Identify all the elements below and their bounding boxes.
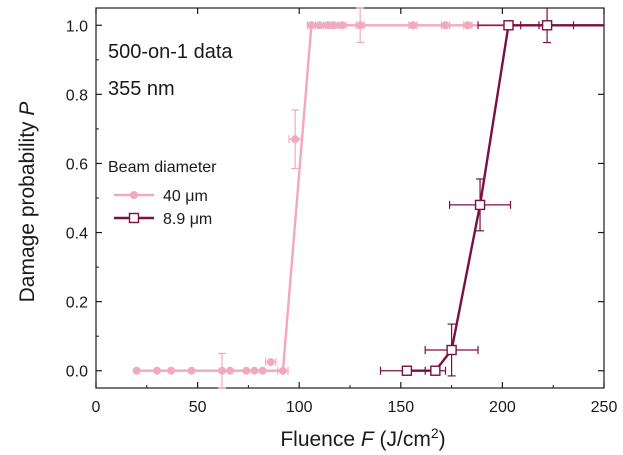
data-point <box>446 344 457 356</box>
x-tick-label: 50 <box>189 399 207 416</box>
data-point <box>408 21 417 30</box>
data-point <box>128 212 140 224</box>
y-axis-title: Damage probability P <box>16 102 39 303</box>
data-point <box>337 21 346 30</box>
data-point <box>463 21 472 30</box>
y-axis-title-symbol: P <box>16 102 39 116</box>
y-tick-label: 0.0 <box>66 364 88 381</box>
x-axis-title: Fluence F (J/cm2) <box>280 425 445 451</box>
data-point <box>152 366 161 375</box>
data-point <box>291 135 300 144</box>
legend: Beam diameter 40 μm 8.9 μm <box>108 159 217 228</box>
data-point <box>430 365 441 376</box>
legend-label: 8.9 μm <box>163 211 212 228</box>
series-line <box>406 24 604 372</box>
x-tick-label: 200 <box>489 399 516 416</box>
data-point <box>226 366 235 375</box>
data-point <box>441 21 450 30</box>
series-0 <box>132 7 604 389</box>
data-point <box>356 21 365 30</box>
annotation-wavelength: 355 nm <box>108 78 175 100</box>
x-axis-title-symbol: F <box>361 428 375 451</box>
legend-entries: 40 μm 8.9 μm <box>114 188 212 228</box>
data-point <box>329 21 338 30</box>
series-line <box>136 24 604 372</box>
data-point <box>278 366 287 375</box>
series-1 <box>379 7 604 377</box>
data-point <box>242 366 251 375</box>
annotation-data-type: 500-on-1 data <box>108 41 233 63</box>
x-axis-title-sup: 2 <box>431 425 439 441</box>
series-layer <box>132 7 604 389</box>
data-point <box>401 365 413 376</box>
x-tick-label: 250 <box>591 399 618 416</box>
data-point <box>130 191 138 199</box>
data-point <box>258 366 267 375</box>
data-point <box>250 366 259 375</box>
data-point <box>541 20 553 31</box>
legend-entry: 8.9 μm <box>114 211 212 228</box>
x-axis-title-close: ) <box>439 428 446 451</box>
x-axis-title-unit: (J/cm <box>374 428 431 451</box>
data-point <box>503 20 514 31</box>
x-tick-label: 100 <box>286 399 313 416</box>
y-tick-label: 0.2 <box>66 295 88 312</box>
data-point <box>474 199 486 211</box>
legend-entry: 40 μm <box>114 188 208 205</box>
axes: 0 50 100 150 200 250 0.0 0.2 0.4 0.6 0.8 1.0 <box>66 7 618 416</box>
legend-label: 40 μm <box>163 188 208 205</box>
legend-title: Beam diameter <box>108 159 217 176</box>
data-point <box>315 21 324 30</box>
x-axis-title-prefix: Fluence <box>280 428 361 451</box>
data-point <box>266 358 275 367</box>
data-point <box>217 366 226 375</box>
x-tick-label: 0 <box>92 399 101 416</box>
y-tick-label: 0.4 <box>66 226 88 243</box>
data-point <box>187 366 196 375</box>
x-tick-label: 150 <box>387 399 414 416</box>
y-tick-label: 0.6 <box>66 156 88 173</box>
data-point <box>167 366 176 375</box>
y-axis-title-prefix: Damage probability <box>16 116 39 303</box>
data-point <box>132 366 141 375</box>
data-point <box>307 21 316 30</box>
y-tick-label: 0.8 <box>66 87 88 104</box>
y-tick-label: 1.0 <box>66 18 88 35</box>
